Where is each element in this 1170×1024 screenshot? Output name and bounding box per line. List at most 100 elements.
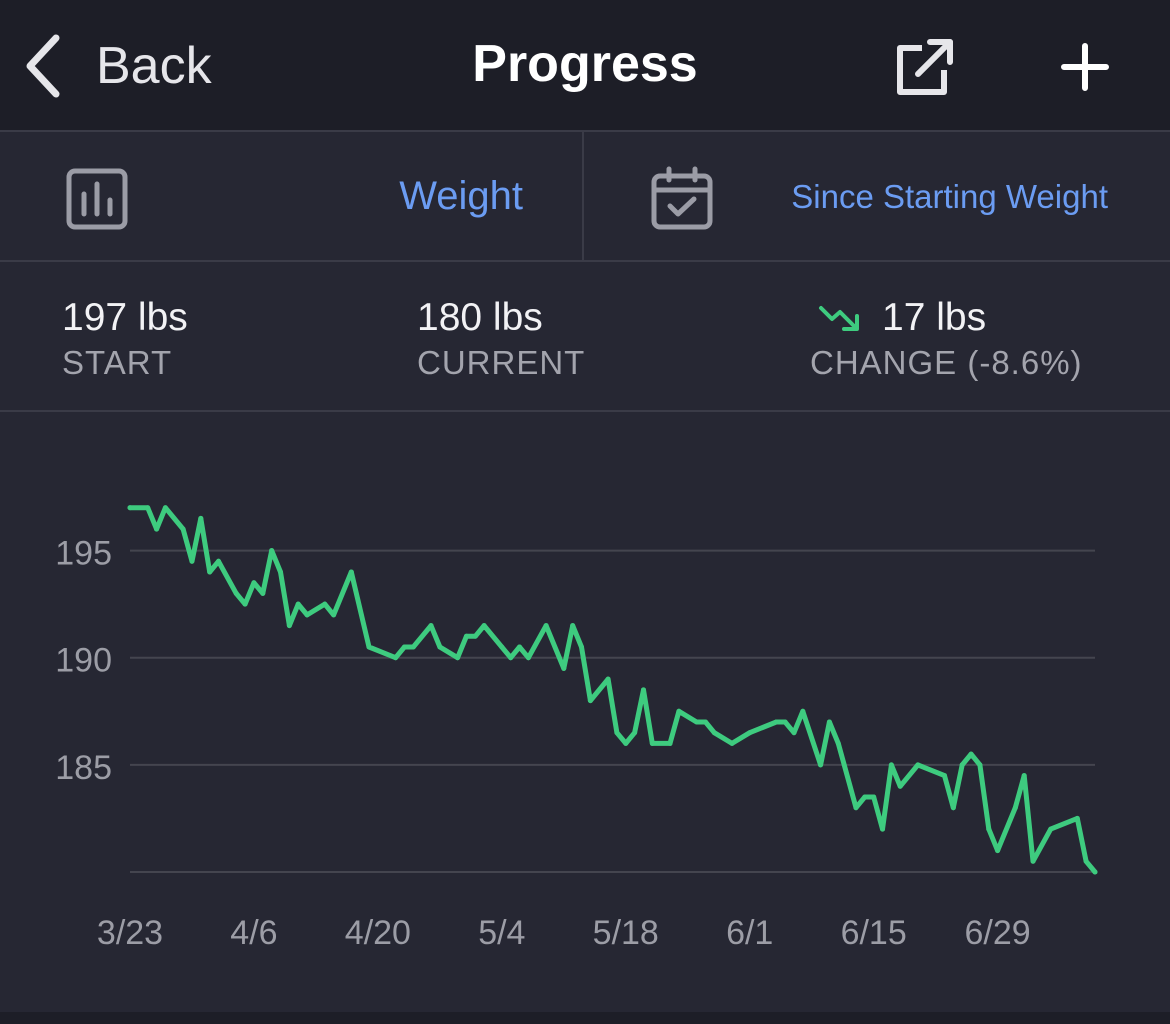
weight-chart: 195 190 185 3/23 4/6 4/20 5/4 5/18 6/1 6/15 6/29 [0,412,1170,1012]
data-point [508,655,514,661]
navigation-bar: Back Progress [0,0,1170,132]
change-value: 17 lbs [882,296,987,339]
data-point [747,730,753,736]
data-point [897,783,903,789]
data-point [835,740,841,746]
metric-label: Weight [399,174,523,218]
data-point [189,558,195,564]
data-point [791,730,797,736]
range-label: Since Starting Weight [791,178,1108,215]
data-point [853,805,859,811]
data-point [180,526,186,532]
x-tick-label: 5/4 [478,914,525,952]
calendar-check-icon [651,166,713,230]
data-point [667,740,673,746]
range-selector[interactable]: Since Starting Weight [585,132,1170,260]
data-point [977,762,983,768]
data-point [145,505,151,511]
data-point [632,730,638,736]
data-point [773,719,779,725]
data-point [649,740,655,746]
data-point [1012,805,1018,811]
data-point [1083,858,1089,864]
data-point [437,644,443,650]
data-point [428,623,434,629]
data-point [950,805,956,811]
data-point [525,655,531,661]
back-button[interactable]: Back [22,28,212,104]
data-point [800,708,806,714]
data-point [304,612,310,618]
y-tick-label: 195 [55,535,112,573]
trend-down-icon [819,306,859,331]
data-point [366,644,372,650]
chart-selector-bar: Weight Since Starting Weight [0,132,1170,262]
data-point [561,665,567,671]
data-point [393,655,399,661]
share-external-icon [897,39,953,95]
data-point [1048,826,1054,832]
data-point [888,762,894,768]
data-point [968,751,974,757]
bar-chart-icon [66,168,128,230]
stats-summary: 197 lbs START 180 lbs CURRENT 17 lbs CHA… [0,262,1170,412]
data-point [543,623,549,629]
x-tick-label: 3/23 [97,914,163,952]
x-tick-label: 6/15 [841,914,907,952]
data-point [242,601,248,607]
change-stat: 17 lbs CHANGE (-8.6%) [810,294,1083,382]
data-point [570,623,576,629]
change-label: CHANGE (-8.6%) [810,344,1083,381]
chevron-left-icon [26,34,60,98]
data-point [463,633,469,639]
bottom-bar [0,1012,1170,1024]
data-point [162,505,168,511]
data-point [826,719,832,725]
data-point [862,794,868,800]
start-stat: 197 lbs START [62,294,188,382]
share-button[interactable] [892,34,958,100]
data-point [481,623,487,629]
data-point [198,515,204,521]
data-point [711,730,717,736]
data-point [331,612,337,618]
data-point [818,762,824,768]
selector-divider [582,132,584,260]
data-point [499,644,505,650]
data-point [233,590,239,596]
data-point [587,698,593,704]
data-point [410,644,416,650]
metric-selector[interactable]: Weight [0,132,583,260]
data-point [251,580,257,586]
data-point [472,633,478,639]
data-point [694,719,700,725]
data-point [995,848,1001,854]
plus-icon [1061,43,1109,91]
data-point [915,762,921,768]
start-label: START [62,344,173,381]
data-point [154,526,160,532]
data-point [1092,869,1098,875]
data-point [216,558,222,564]
x-tick-label: 4/20 [345,914,411,952]
start-value: 197 lbs [62,296,188,339]
y-tick-label: 190 [55,642,112,680]
data-point [871,794,877,800]
data-point [880,826,886,832]
weight-series-line [127,505,1098,875]
data-point [286,623,292,629]
current-label: CURRENT [417,344,586,381]
data-point [348,569,354,575]
data-point [605,676,611,682]
add-button[interactable] [1052,34,1118,100]
data-point [455,655,461,661]
data-point [207,569,213,575]
data-point [295,601,301,607]
data-point [623,740,629,746]
data-point [702,719,708,725]
data-point [401,644,407,650]
data-point [1074,815,1080,821]
data-point [1021,773,1027,779]
x-tick-label: 4/6 [230,914,277,952]
current-value: 180 lbs [417,296,543,339]
